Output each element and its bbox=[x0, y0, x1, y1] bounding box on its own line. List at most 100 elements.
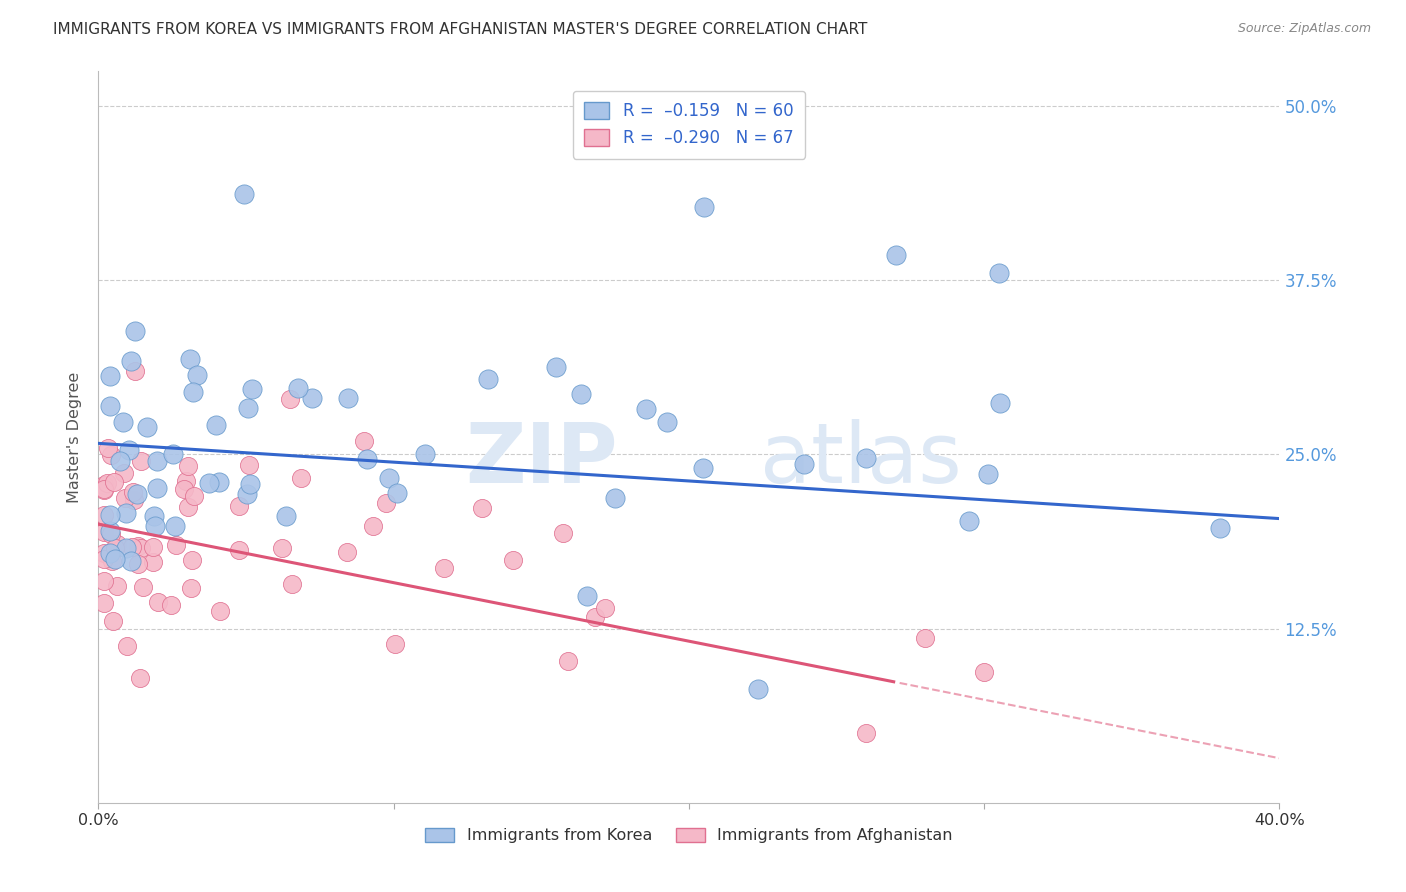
Point bbox=[129, 541, 152, 556]
Point bbox=[433, 561, 456, 575]
Point bbox=[361, 519, 384, 533]
Point bbox=[93, 483, 115, 497]
Point bbox=[160, 599, 183, 613]
Point bbox=[209, 604, 232, 618]
Point bbox=[93, 524, 115, 539]
Point bbox=[413, 447, 436, 461]
Point bbox=[98, 546, 121, 560]
Point bbox=[93, 508, 115, 522]
Point bbox=[143, 508, 166, 523]
Point bbox=[973, 665, 995, 680]
Point bbox=[174, 474, 197, 488]
Point bbox=[353, 434, 375, 448]
Point bbox=[990, 396, 1012, 410]
Point bbox=[576, 589, 599, 603]
Point bbox=[143, 519, 166, 533]
Point bbox=[186, 368, 208, 383]
Point bbox=[100, 554, 122, 568]
Y-axis label: Master's Degree: Master's Degree bbox=[67, 371, 83, 503]
Point bbox=[122, 493, 145, 508]
Point bbox=[121, 540, 143, 554]
Point bbox=[93, 482, 115, 496]
Point bbox=[146, 481, 169, 495]
Point bbox=[181, 553, 204, 567]
Point bbox=[957, 514, 980, 528]
Point bbox=[121, 484, 143, 499]
Point bbox=[356, 452, 378, 467]
Point bbox=[977, 467, 1000, 481]
Point bbox=[235, 487, 257, 501]
Point bbox=[115, 541, 138, 556]
Point bbox=[127, 486, 149, 500]
Point bbox=[93, 546, 115, 560]
Point bbox=[179, 351, 201, 366]
Point bbox=[146, 454, 169, 468]
Text: ZIP: ZIP bbox=[465, 418, 619, 500]
Point bbox=[884, 248, 907, 262]
Point bbox=[233, 187, 256, 202]
Point bbox=[239, 476, 262, 491]
Point bbox=[129, 671, 152, 685]
Point bbox=[236, 401, 259, 416]
Point bbox=[97, 442, 120, 456]
Point bbox=[988, 266, 1011, 280]
Point bbox=[118, 442, 141, 457]
Point bbox=[593, 601, 616, 615]
Point bbox=[177, 458, 200, 473]
Point bbox=[120, 354, 142, 368]
Point bbox=[336, 545, 359, 559]
Point bbox=[544, 360, 567, 375]
Point bbox=[569, 387, 592, 401]
Point bbox=[115, 506, 138, 520]
Point bbox=[855, 450, 877, 465]
Point bbox=[131, 454, 153, 468]
Point bbox=[93, 477, 115, 491]
Point bbox=[103, 475, 125, 489]
Point bbox=[477, 372, 499, 386]
Point bbox=[146, 595, 169, 609]
Point bbox=[183, 490, 205, 504]
Point bbox=[101, 614, 124, 628]
Point bbox=[1209, 520, 1232, 534]
Point bbox=[377, 471, 399, 485]
Text: atlas: atlas bbox=[759, 418, 962, 500]
Point bbox=[142, 541, 165, 555]
Point bbox=[115, 639, 138, 653]
Point bbox=[280, 392, 302, 406]
Point bbox=[108, 454, 131, 468]
Point bbox=[387, 485, 409, 500]
Point bbox=[384, 637, 406, 651]
Point bbox=[105, 536, 128, 550]
Legend: Immigrants from Korea, Immigrants from Afghanistan: Immigrants from Korea, Immigrants from A… bbox=[419, 822, 959, 850]
Point bbox=[793, 457, 815, 471]
Point bbox=[111, 415, 134, 429]
Point bbox=[181, 385, 204, 400]
Point bbox=[208, 475, 231, 490]
Point bbox=[93, 596, 115, 610]
Point bbox=[96, 475, 118, 490]
Point bbox=[180, 581, 202, 595]
Point bbox=[176, 500, 198, 515]
Point bbox=[98, 368, 121, 383]
Point bbox=[204, 417, 226, 432]
Point bbox=[375, 496, 398, 510]
Text: Source: ZipAtlas.com: Source: ZipAtlas.com bbox=[1237, 22, 1371, 36]
Point bbox=[173, 482, 195, 496]
Point bbox=[605, 491, 627, 506]
Point bbox=[471, 501, 494, 516]
Point bbox=[855, 726, 877, 740]
Point bbox=[124, 364, 146, 378]
Point bbox=[127, 539, 149, 553]
Point bbox=[228, 500, 250, 514]
Point bbox=[100, 449, 122, 463]
Point bbox=[337, 392, 360, 406]
Point bbox=[112, 466, 135, 480]
Point bbox=[551, 526, 574, 541]
Point bbox=[142, 555, 165, 569]
Point bbox=[98, 524, 121, 538]
Point bbox=[104, 552, 127, 566]
Point bbox=[914, 631, 936, 645]
Point bbox=[692, 461, 714, 475]
Point bbox=[100, 527, 122, 541]
Point bbox=[132, 580, 155, 594]
